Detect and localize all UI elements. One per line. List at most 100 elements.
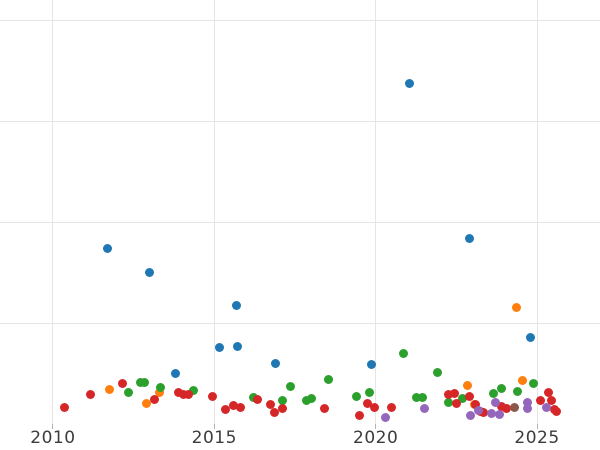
data-point-red [450,389,460,399]
data-point-red [208,392,218,402]
data-point-red [253,395,263,405]
data-point-red [501,404,511,414]
data-point-green [398,348,408,358]
data-point-red [535,396,545,406]
data-point-red [117,379,127,389]
x-tick-mark [536,424,538,429]
data-point-green [417,393,427,403]
data-point-green [188,386,198,396]
data-point-green [411,393,421,403]
data-point-green [140,378,150,388]
data-point-blue [145,268,155,278]
data-point-purple [490,398,500,408]
data-point-orange [518,376,528,386]
x-tick-label: 2020 [353,428,399,448]
data-point-red [547,396,557,406]
data-point-green [285,382,295,392]
data-point-green [364,388,374,398]
data-point-red [464,392,474,402]
vertical-gridline [213,0,215,424]
data-point-blue [233,341,243,351]
data-point-red [229,401,239,411]
data-point-green [529,379,539,389]
horizontal-gridline [0,19,600,21]
data-point-blue [405,79,415,89]
data-point-green [488,389,498,399]
data-point-orange [142,399,152,409]
data-point-blue [214,342,224,352]
data-point-brown [509,403,519,413]
data-point-green [497,384,507,394]
data-point-blue [231,301,241,311]
data-point-blue [464,233,474,243]
horizontal-gridline [0,120,600,122]
x-tick-mark [375,424,377,429]
x-tick-label: 2015 [191,428,237,448]
data-point-purple [466,411,476,421]
data-point-red [85,390,95,400]
data-point-green [135,378,145,388]
data-point-green [248,393,258,403]
data-point-blue [367,359,377,369]
data-point-red [387,403,397,413]
data-point-blue [526,332,536,342]
data-point-purple [522,398,532,408]
data-point-red [451,399,461,409]
data-point-red [59,403,69,413]
data-point-red [221,405,231,415]
data-point-red [174,388,184,398]
data-point-orange [511,303,521,313]
data-point-red [319,404,329,414]
data-point-red [479,408,489,418]
data-point-red [551,407,561,417]
x-tick-mark [52,424,54,429]
data-point-green [458,394,468,404]
data-point-red [443,390,453,400]
data-point-green [124,388,134,398]
x-tick-mark [213,424,215,429]
plot-area [0,0,600,424]
data-point-green [306,394,316,404]
data-point-green [324,375,334,385]
data-point-red [369,403,379,413]
data-point-blue [271,358,281,368]
data-point-orange [104,385,114,395]
data-point-red [179,390,189,400]
data-point-red [150,395,160,405]
data-point-purple [419,404,429,414]
data-point-purple [495,410,505,420]
data-point-green [277,396,287,406]
data-point-purple [380,413,390,423]
data-point-red [183,390,193,400]
data-point-red [269,408,279,418]
data-point-red [363,399,373,409]
data-point-red [266,400,276,410]
data-point-red [277,404,287,414]
data-point-blue [171,369,181,379]
data-point-green [351,392,361,402]
data-point-purple [474,406,484,416]
data-point-red [235,403,245,413]
data-point-blue [103,243,113,253]
vertical-gridline [536,0,538,424]
data-point-red [543,388,553,398]
vertical-gridline [52,0,54,424]
data-point-red [471,400,481,410]
data-point-orange [154,388,164,398]
data-point-green [155,383,165,393]
data-point-red [497,402,507,412]
data-point-purple [542,403,552,413]
x-tick-label: 2025 [514,428,560,448]
data-point-green [513,387,523,397]
data-point-green [301,396,311,406]
vertical-gridline [375,0,377,424]
horizontal-gridline [0,322,600,324]
data-point-purple [487,409,497,419]
x-tick-label: 2010 [30,428,76,448]
data-point-red [355,411,365,421]
data-point-green [432,368,442,377]
data-point-green [443,398,453,408]
data-point-purple [522,404,532,414]
data-point-orange [463,381,473,391]
